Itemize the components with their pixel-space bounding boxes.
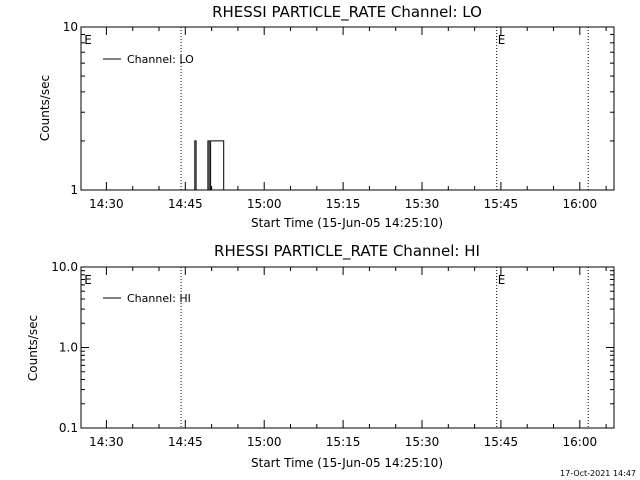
panel-lo: RHESSI PARTICLE_RATE Channel: LO Start T… [38, 3, 482, 230]
panel-hi-xtick-label: 15:15 [326, 435, 361, 449]
panel-lo-ytick-label: 10 [63, 20, 78, 34]
panel-lo-xtick-label: 15:00 [247, 197, 282, 211]
panel-hi-legend-label: Channel: HI [127, 292, 191, 305]
panel-lo-xtick-label: 15:45 [484, 197, 519, 211]
panel-lo-title: RHESSI PARTICLE_RATE Channel: LO [212, 3, 482, 22]
panel-hi-xtick-label: 15:00 [247, 435, 282, 449]
panel-hi: RHESSI PARTICLE_RATE Channel: HI Start T… [26, 242, 480, 470]
panel-hi-event-label: E [498, 273, 506, 287]
panel-lo-ylabel: Counts/sec [38, 75, 52, 141]
panel-hi-event-label: E [84, 273, 92, 287]
panel-hi-ylabel: Counts/sec [26, 315, 40, 381]
panel-lo-xtick-label: 14:45 [168, 197, 203, 211]
panel-hi-xtick-label: 14:30 [89, 435, 124, 449]
panel-hi-ytick-label: 1.0 [59, 341, 78, 355]
panel-hi-ytick-label: 10.0 [51, 260, 78, 274]
footer-timestamp: 17-Oct-2021 14:47 [560, 469, 636, 478]
panel-lo-event-label: E [84, 33, 92, 47]
panel-hi-ytick-label: 0.1 [59, 421, 78, 435]
panel-lo-legend-label: Channel: LO [127, 53, 194, 66]
panel-hi-title: RHESSI PARTICLE_RATE Channel: HI [214, 242, 480, 261]
panel-lo-frame [80, 26, 615, 191]
panel-lo-series-line [194, 140, 225, 191]
panel-lo-xtick-label: 15:15 [326, 197, 361, 211]
panel-lo-xlabel: Start Time (15-Jun-05 14:25:10) [251, 216, 443, 230]
panel-hi-xtick-label: 14:45 [168, 435, 203, 449]
panel-hi-xtick-label: 15:45 [484, 435, 519, 449]
panel-lo-event-label: E [498, 33, 506, 47]
panel-hi-xtick-label: 15:30 [405, 435, 440, 449]
panel-lo-xtick-label: 15:30 [405, 197, 440, 211]
panel-lo-xtick-label: 16:00 [563, 197, 598, 211]
panel-lo-ytick-label: 1 [70, 183, 78, 197]
panel-hi-xlabel: Start Time (15-Jun-05 14:25:10) [251, 456, 443, 470]
panel-hi-xtick-label: 16:00 [563, 435, 598, 449]
panel-lo-xtick-label: 14:30 [89, 197, 124, 211]
